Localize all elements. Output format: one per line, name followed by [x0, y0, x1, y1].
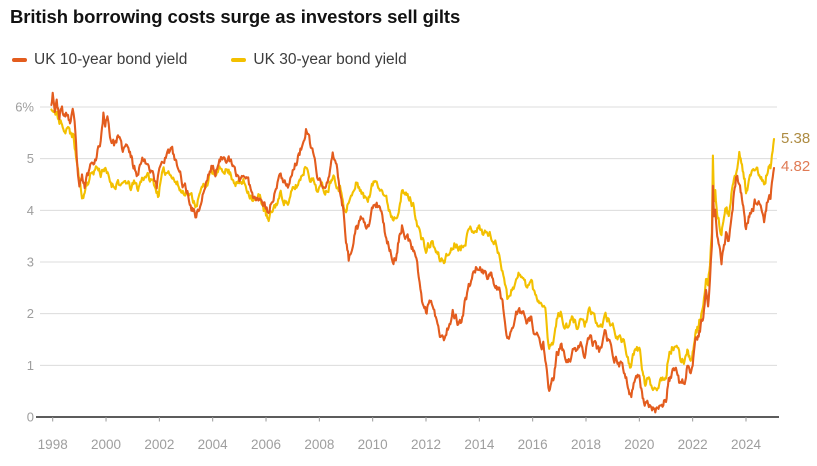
x-axis-label-2002: 2002	[144, 437, 174, 452]
y-axis-label-3: 3	[27, 254, 34, 269]
x-axis-label-2022: 2022	[678, 437, 708, 452]
x-axis-label-2024: 2024	[731, 437, 762, 452]
series-line-10yr	[50, 91, 776, 414]
y-axis-label-4: 4	[27, 203, 34, 218]
y-axis-label-1: 1	[27, 358, 34, 373]
y-axis-label-0: 0	[27, 410, 34, 425]
y-axis-label-2: 2	[27, 306, 34, 321]
legend-item-10yr: UK 10-year bond yield	[12, 51, 187, 69]
end-label-10yr: 4.82	[781, 158, 811, 176]
x-axis-label-2018: 2018	[571, 437, 601, 452]
x-axis-label-2014: 2014	[464, 437, 495, 452]
legend-label-30yr: UK 30-year bond yield	[253, 51, 407, 68]
legend-swatch-10yr-icon	[12, 58, 27, 62]
x-axis-label-2008: 2008	[304, 437, 334, 452]
x-axis-label-1998: 1998	[38, 437, 68, 452]
chart-title: British borrowing costs surge as investo…	[10, 6, 461, 27]
x-axis-label-2004: 2004	[198, 437, 229, 452]
series-line-30yr	[50, 108, 776, 392]
y-axis-label-5: 5	[27, 151, 34, 166]
legend: UK 10-year bond yield UK 30-year bond yi…	[12, 51, 407, 69]
y-axis-label-6: 6%	[15, 99, 34, 114]
x-axis-label-2000: 2000	[91, 437, 121, 452]
x-axis-label-2016: 2016	[518, 437, 548, 452]
x-axis-label-2012: 2012	[411, 437, 441, 452]
legend-item-30yr: UK 30-year bond yield	[231, 51, 407, 69]
x-axis-label-2020: 2020	[624, 437, 654, 452]
end-label-30yr: 5.38	[781, 129, 811, 147]
x-axis-label-2006: 2006	[251, 437, 281, 452]
legend-label-10yr: UK 10-year bond yield	[34, 51, 188, 68]
x-axis-label-2010: 2010	[358, 437, 388, 452]
legend-swatch-30yr-icon	[231, 58, 247, 62]
